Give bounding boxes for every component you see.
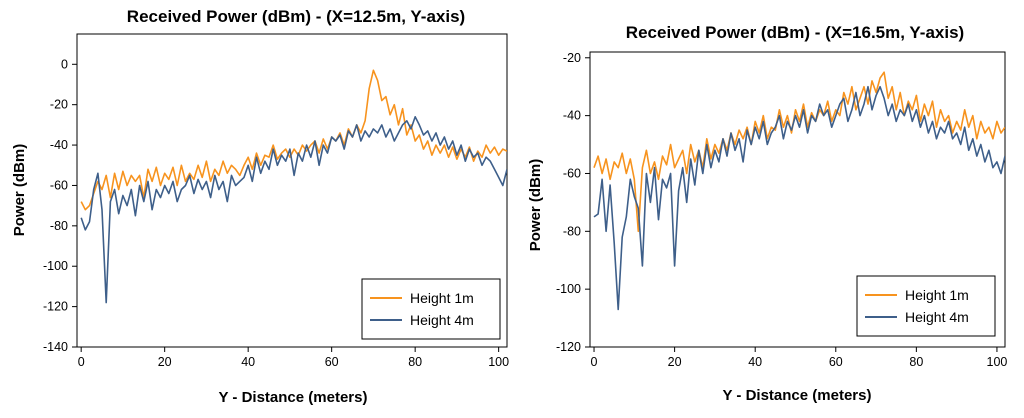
y-tick-label: -120 (43, 300, 68, 314)
y-axis-label: Power (dBm) (11, 144, 28, 237)
x-tick-label: 60 (325, 355, 339, 369)
y-axis-label: Power (dBm) (527, 159, 544, 252)
y-tick-label: -100 (43, 259, 68, 273)
chart-title: Received Power (dBm) - (X=12.5m, Y-axis) (127, 7, 465, 26)
legend-label: Height 1m (905, 287, 969, 303)
x-tick-label: 100 (488, 355, 509, 369)
y-tick-label: -80 (50, 219, 68, 233)
y-tick-label: -120 (556, 340, 581, 354)
y-tick-label: 0 (61, 57, 68, 71)
chart-title: Received Power (dBm) - (X=16.5m, Y-axis) (626, 23, 964, 42)
plot-frame (76, 33, 508, 348)
legend: Height 1m Height 4m (361, 278, 501, 340)
legend-label: Height 4m (905, 309, 969, 325)
x-tick-label: 80 (909, 355, 923, 369)
y-tick-label: -40 (563, 109, 581, 123)
chart-right: Received Power (dBm) - (X=16.5m, Y-axis)… (527, 23, 1007, 404)
y-tick-label: -140 (43, 340, 68, 354)
legend: Height 1m Height 4m (856, 275, 996, 337)
y-tick-label: -60 (563, 166, 581, 180)
y-tick-label: -60 (50, 178, 68, 192)
x-tick-label: 0 (591, 355, 598, 369)
legend-box (856, 275, 996, 337)
legend-label: Height 4m (410, 312, 474, 328)
x-tick-label: 40 (748, 355, 762, 369)
plot-area: 0 20 40 60 80 100 0 -20 -40 -60 -80 -100 -120 -140 (43, 33, 509, 369)
chart-left: Received Power (dBm) - (X=12.5m, Y-axis)… (11, 7, 509, 406)
plot-area: 0 20 40 60 80 100 -20 -40 -60 -80 -100 -120 (556, 51, 1007, 369)
series-line-height-1m (80, 69, 507, 211)
x-tick-label: 100 (987, 355, 1008, 369)
y-tick-label: -80 (563, 224, 581, 238)
x-tick-label: 80 (408, 355, 422, 369)
y-tick-label: -20 (563, 51, 581, 65)
series-line-height-4m (80, 116, 507, 304)
y-tick-label: -40 (50, 138, 68, 152)
plot-frame (589, 51, 1006, 348)
series-line-height-4m (593, 85, 1005, 311)
legend-label: Height 1m (410, 290, 474, 306)
y-tick-label: -100 (556, 282, 581, 296)
x-tick-label: 20 (668, 355, 682, 369)
x-axis-label: Y - Distance (meters) (219, 389, 368, 406)
series-line-height-1m (593, 71, 1005, 233)
legend-box (361, 278, 501, 340)
x-tick-label: 40 (241, 355, 255, 369)
x-axis-label: Y - Distance (meters) (723, 387, 872, 404)
y-tick-label: -20 (50, 98, 68, 112)
x-tick-label: 0 (78, 355, 85, 369)
x-tick-label: 20 (158, 355, 172, 369)
x-tick-label: 60 (829, 355, 843, 369)
